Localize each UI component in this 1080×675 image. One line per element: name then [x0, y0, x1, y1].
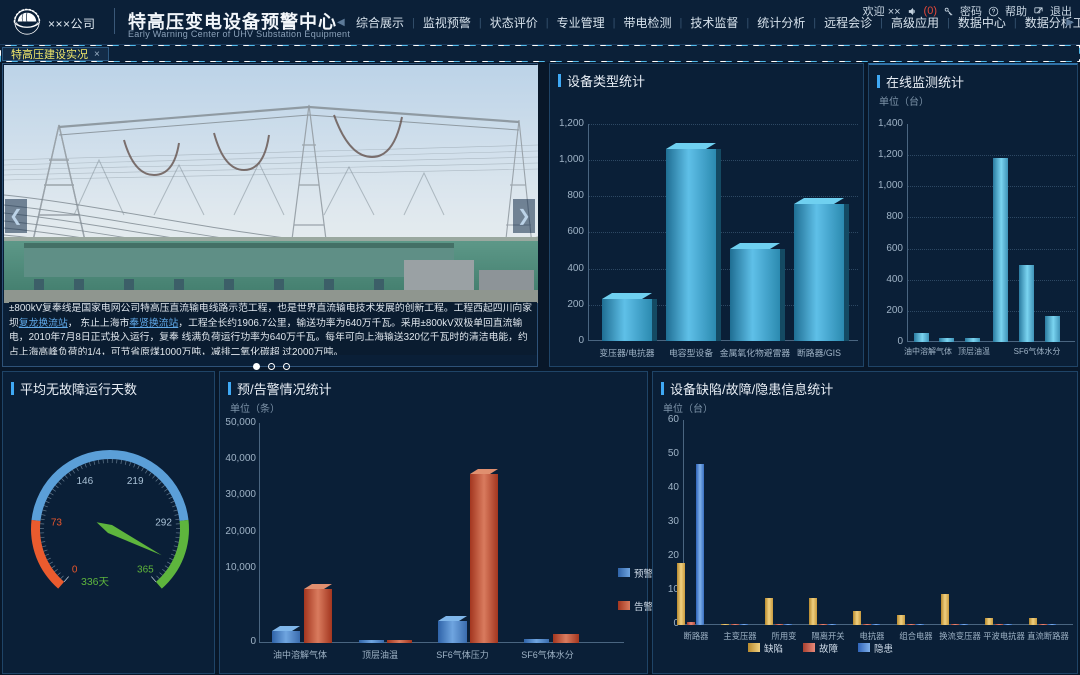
svg-text:73: 73 [51, 517, 63, 528]
svg-text:365: 365 [137, 564, 154, 575]
svg-text:336天: 336天 [81, 576, 110, 588]
svg-text:292: 292 [155, 517, 172, 528]
svg-text:219: 219 [127, 476, 144, 487]
svg-text:0: 0 [72, 564, 78, 575]
svg-text:146: 146 [76, 476, 93, 487]
